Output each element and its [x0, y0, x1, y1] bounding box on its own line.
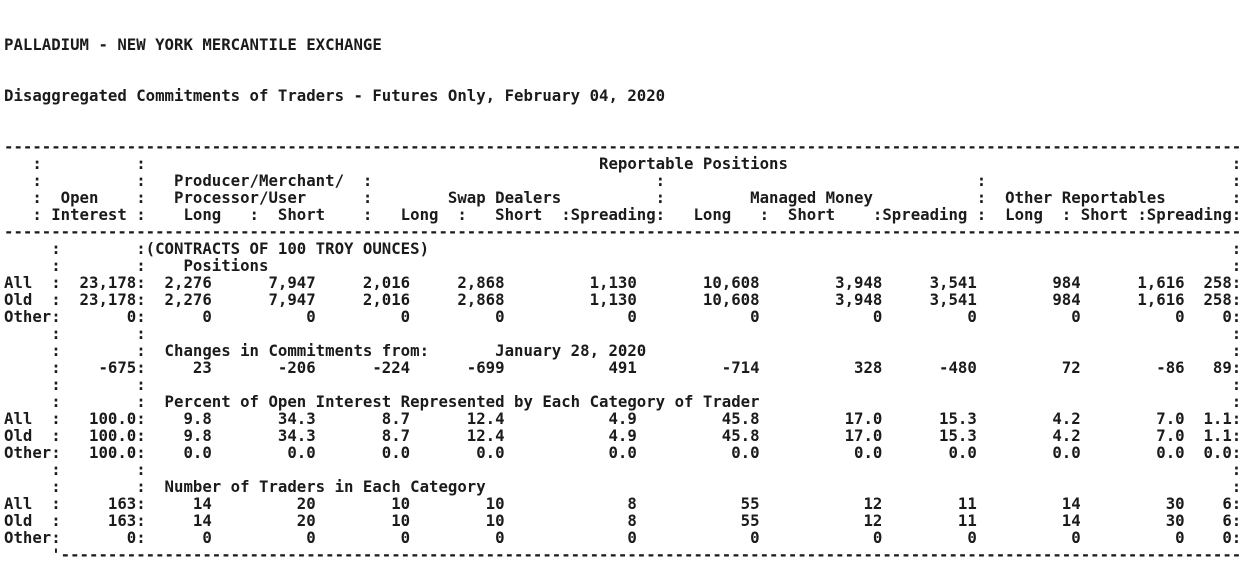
report-table: ----------------------------------------… [4, 137, 1242, 564]
report-subtitle: Disaggregated Commitments of Traders - F… [4, 86, 666, 105]
report-title: PALLADIUM - NEW YORK MERCANTILE EXCHANGE [4, 35, 382, 54]
